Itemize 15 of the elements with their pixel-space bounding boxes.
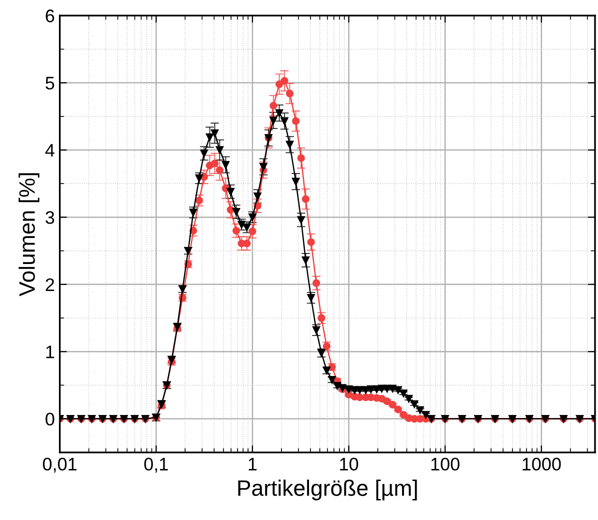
x-tick-label: 0,1: [144, 458, 168, 473]
y-tick-label: 0: [46, 412, 54, 426]
x-tick-label: 0,01: [42, 458, 76, 473]
y-axis-title: Volumen [%]: [18, 173, 40, 296]
y-tick-label: 3: [46, 211, 54, 224]
y-tick-label: 5: [46, 76, 54, 90]
x-axis-title: Partikelgröße [µm]: [238, 480, 417, 500]
x-tick-label: 1: [248, 458, 257, 470]
y-tick-label: 4: [45, 144, 54, 157]
y-tick-label: 6: [46, 10, 54, 22]
y-tick-label: 2: [46, 278, 54, 291]
x-tick-label: 1000: [522, 458, 561, 471]
x-tick-label: 100: [431, 458, 460, 471]
y-tick-label: 1: [46, 346, 54, 358]
x-tick-label: 10: [340, 458, 358, 471]
